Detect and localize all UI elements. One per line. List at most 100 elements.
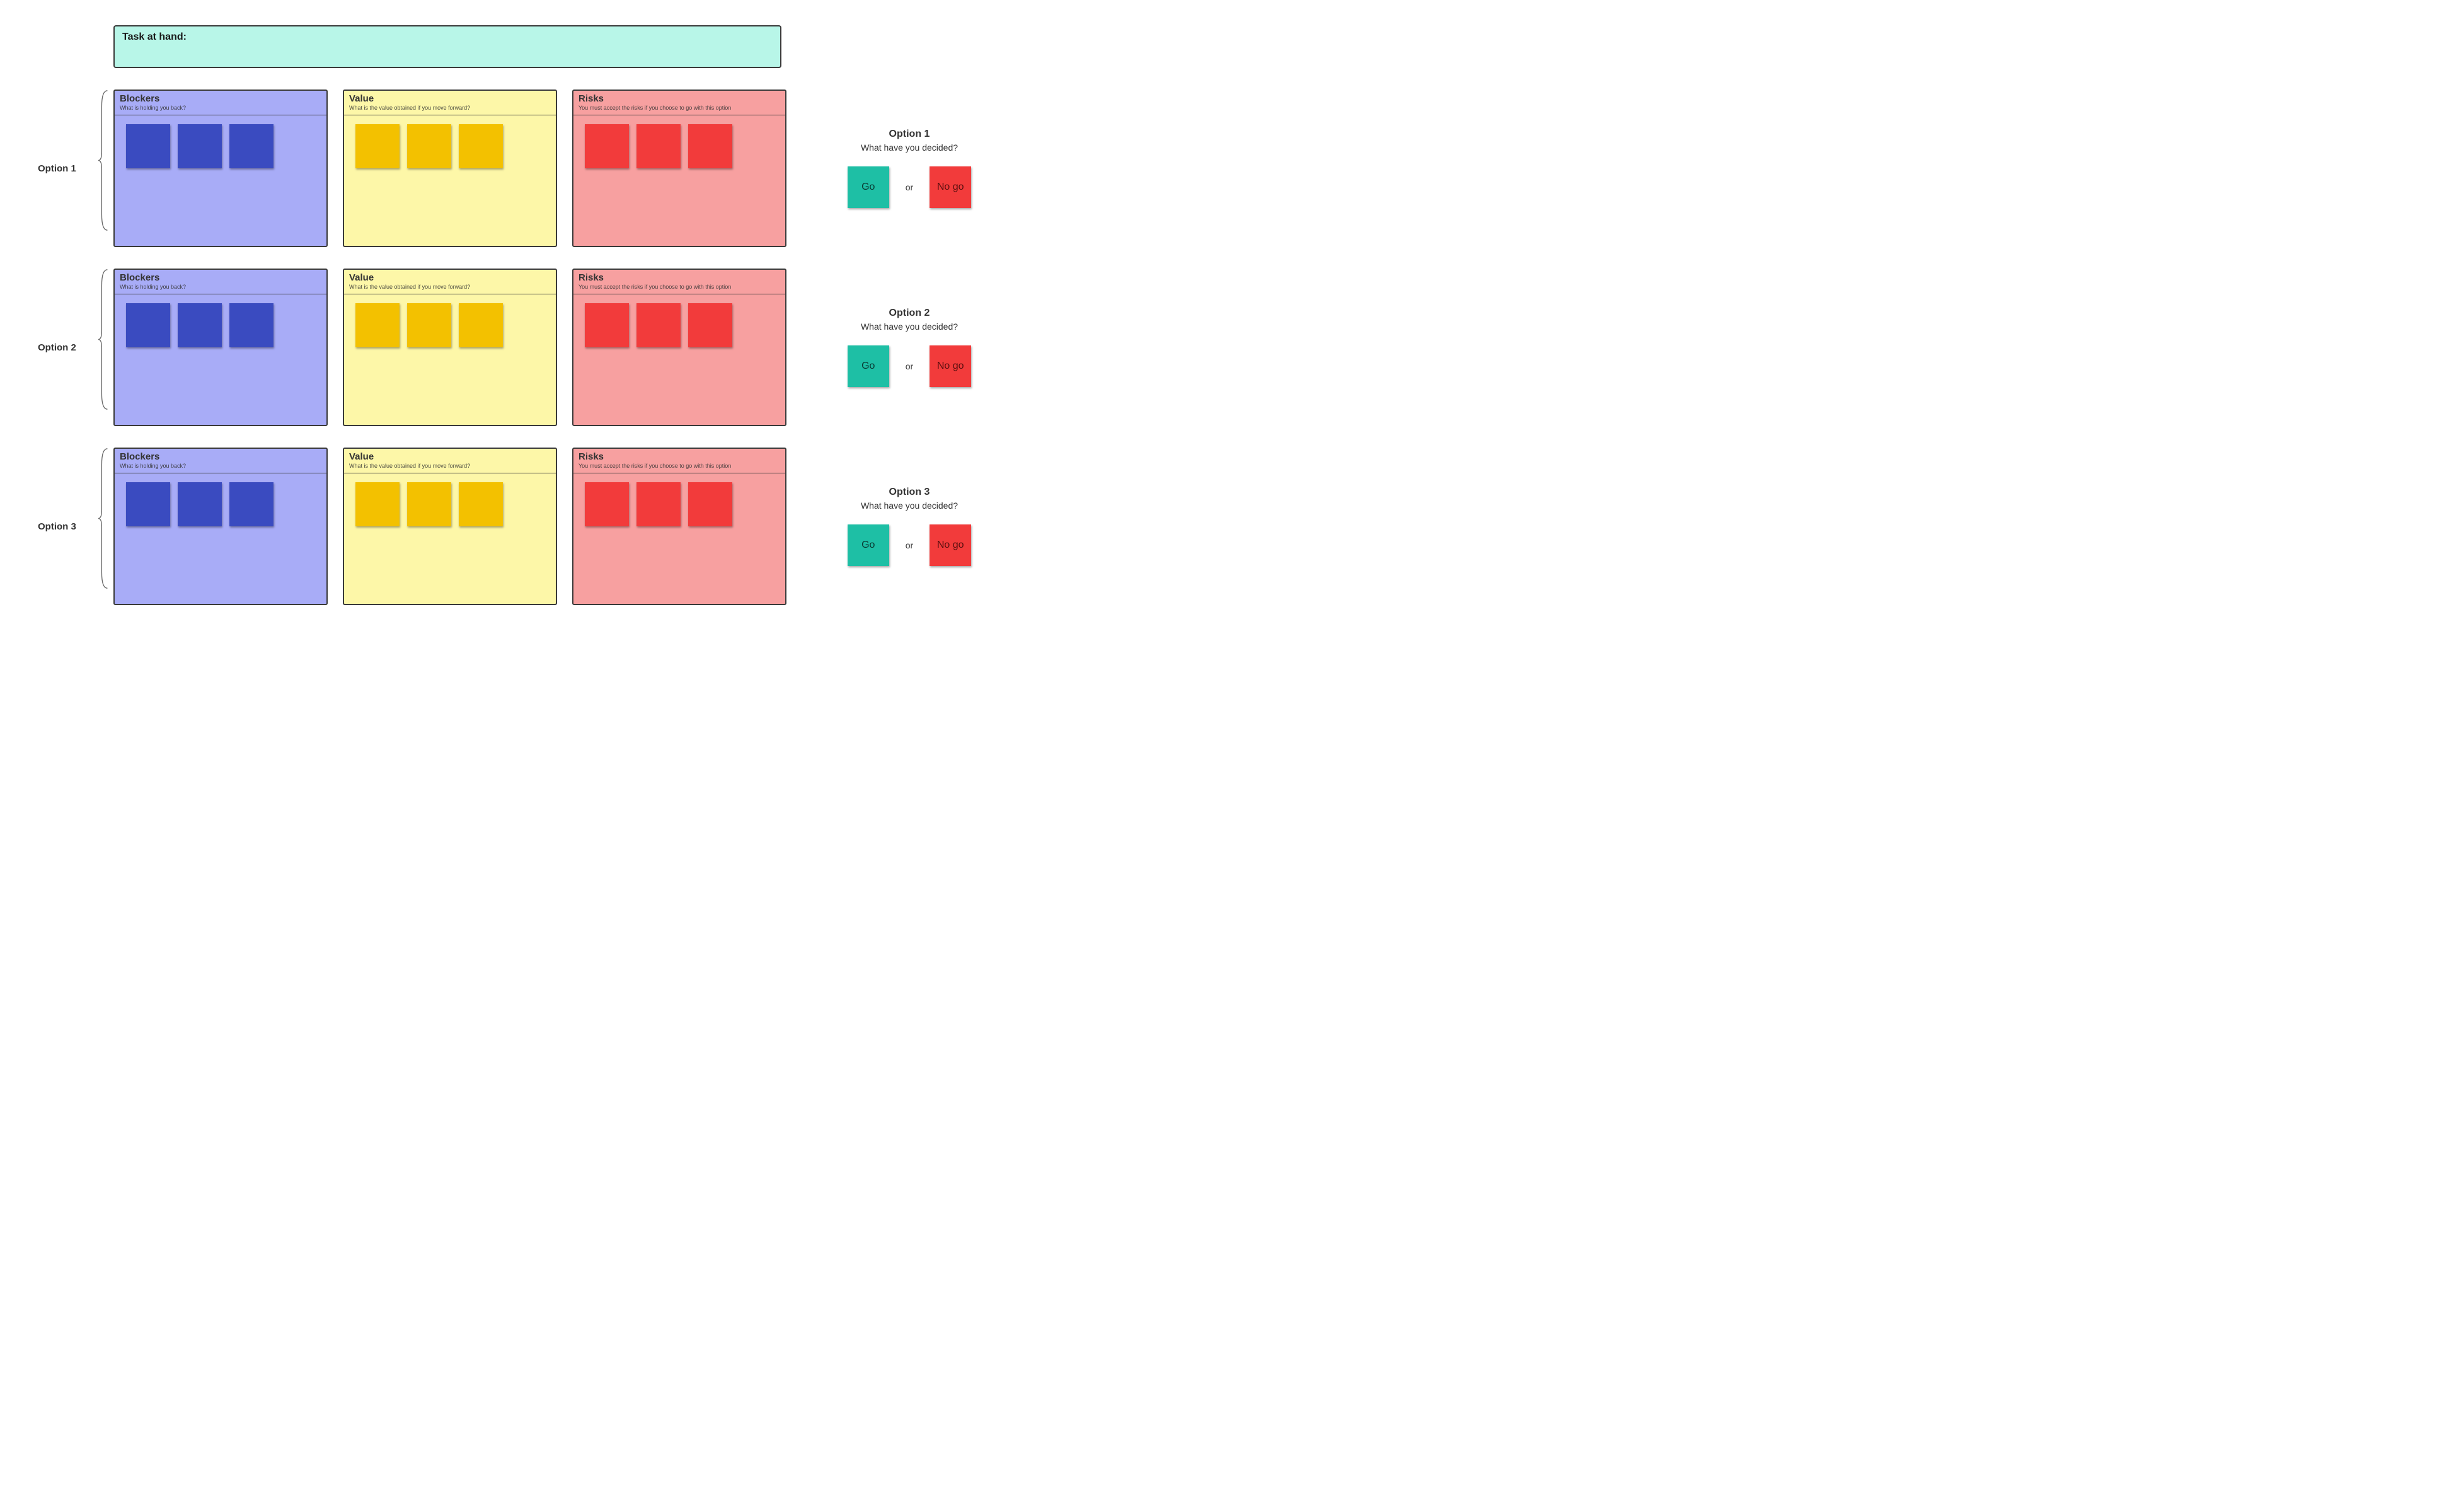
blockers-panel[interactable]: Blockers What is holding you back? bbox=[113, 269, 328, 426]
risks-panel-title: Risks bbox=[579, 272, 780, 283]
value-panel-body[interactable] bbox=[344, 473, 556, 604]
go-button[interactable]: Go bbox=[848, 345, 889, 387]
sticky-note[interactable] bbox=[407, 482, 451, 526]
risks-panel-subtitle: You must accept the risks if you choose … bbox=[579, 284, 780, 290]
value-panel-header: Value What is the value obtained if you … bbox=[344, 270, 556, 294]
decision-column: Option 2 What have you decided? Go or No… bbox=[824, 269, 994, 426]
value-panel-subtitle: What is the value obtained if you move f… bbox=[349, 105, 551, 111]
sticky-note[interactable] bbox=[636, 303, 681, 347]
value-panel-title: Value bbox=[349, 451, 551, 462]
sticky-note[interactable] bbox=[355, 482, 400, 526]
decision-title: Option 3 bbox=[889, 487, 930, 498]
sticky-note[interactable] bbox=[229, 303, 273, 347]
risks-panel-subtitle: You must accept the risks if you choose … bbox=[579, 105, 780, 111]
risks-panel-title: Risks bbox=[579, 93, 780, 104]
risks-panel-header: Risks You must accept the risks if you c… bbox=[573, 270, 785, 294]
option-label: Option 2 bbox=[38, 342, 76, 353]
no-go-button[interactable]: No go bbox=[930, 345, 971, 387]
blockers-panel-body[interactable] bbox=[115, 115, 326, 246]
value-panel[interactable]: Value What is the value obtained if you … bbox=[343, 269, 557, 426]
sticky-note[interactable] bbox=[229, 482, 273, 526]
sticky-note[interactable] bbox=[636, 124, 681, 168]
value-panel-title: Value bbox=[349, 272, 551, 283]
blockers-panel-title: Blockers bbox=[120, 451, 321, 462]
blockers-panel-header: Blockers What is holding you back? bbox=[115, 91, 326, 115]
blockers-panel-subtitle: What is holding you back? bbox=[120, 284, 321, 290]
risks-panel[interactable]: Risks You must accept the risks if you c… bbox=[572, 269, 786, 426]
or-label: or bbox=[906, 540, 913, 550]
sticky-note[interactable] bbox=[229, 124, 273, 168]
decision-subtitle: What have you decided? bbox=[861, 142, 958, 153]
decision-title: Option 2 bbox=[889, 308, 930, 319]
no-go-button[interactable]: No go bbox=[930, 166, 971, 208]
sticky-note[interactable] bbox=[126, 303, 170, 347]
blockers-panel-subtitle: What is holding you back? bbox=[120, 463, 321, 469]
sticky-note[interactable] bbox=[126, 124, 170, 168]
panels-group: Blockers What is holding you back? Value… bbox=[113, 269, 786, 426]
sticky-note[interactable] bbox=[178, 303, 222, 347]
task-header[interactable]: Task at hand: bbox=[113, 25, 781, 68]
sticky-note[interactable] bbox=[178, 124, 222, 168]
decision-buttons: Go or No go bbox=[848, 345, 971, 387]
blockers-panel-body[interactable] bbox=[115, 294, 326, 425]
go-button[interactable]: Go bbox=[848, 166, 889, 208]
sticky-note[interactable] bbox=[178, 482, 222, 526]
sticky-note[interactable] bbox=[355, 303, 400, 347]
sticky-note[interactable] bbox=[459, 482, 503, 526]
decision-column: Option 1 What have you decided? Go or No… bbox=[824, 90, 994, 247]
risks-panel[interactable]: Risks You must accept the risks if you c… bbox=[572, 90, 786, 247]
option-label: Option 1 bbox=[38, 163, 76, 174]
risks-panel-title: Risks bbox=[579, 451, 780, 462]
sticky-note[interactable] bbox=[688, 303, 732, 347]
risks-panel-body[interactable] bbox=[573, 473, 785, 604]
sticky-note[interactable] bbox=[459, 124, 503, 168]
value-panel[interactable]: Value What is the value obtained if you … bbox=[343, 90, 557, 247]
option-label: Option 3 bbox=[38, 521, 76, 532]
sticky-note[interactable] bbox=[585, 482, 629, 526]
sticky-note[interactable] bbox=[585, 303, 629, 347]
blockers-panel-body[interactable] bbox=[115, 473, 326, 604]
value-panel-body[interactable] bbox=[344, 294, 556, 425]
sticky-note[interactable] bbox=[585, 124, 629, 168]
decision-buttons: Go or No go bbox=[848, 166, 971, 208]
blockers-panel-title: Blockers bbox=[120, 272, 321, 283]
blockers-panel[interactable]: Blockers What is holding you back? bbox=[113, 90, 328, 247]
canvas: Task at hand: Option 1 Blockers What is … bbox=[0, 0, 2464, 668]
sticky-note[interactable] bbox=[636, 482, 681, 526]
sticky-note[interactable] bbox=[459, 303, 503, 347]
decision-column: Option 3 What have you decided? Go or No… bbox=[824, 448, 994, 605]
sticky-note[interactable] bbox=[407, 303, 451, 347]
task-header-label: Task at hand: bbox=[122, 32, 187, 43]
option-label-column: Option 3 bbox=[38, 448, 113, 605]
value-panel-body[interactable] bbox=[344, 115, 556, 246]
sticky-note[interactable] bbox=[407, 124, 451, 168]
value-panel-header: Value What is the value obtained if you … bbox=[344, 91, 556, 115]
value-panel-header: Value What is the value obtained if you … bbox=[344, 449, 556, 473]
risks-panel[interactable]: Risks You must accept the risks if you c… bbox=[572, 448, 786, 605]
option-row: Option 3 Blockers What is holding you ba… bbox=[38, 448, 2426, 605]
no-go-button[interactable]: No go bbox=[930, 524, 971, 566]
risks-panel-header: Risks You must accept the risks if you c… bbox=[573, 91, 785, 115]
risks-panel-body[interactable] bbox=[573, 294, 785, 425]
option-label-column: Option 1 bbox=[38, 90, 113, 247]
decision-subtitle: What have you decided? bbox=[861, 321, 958, 332]
value-panel-title: Value bbox=[349, 93, 551, 104]
sticky-note[interactable] bbox=[355, 124, 400, 168]
decision-subtitle: What have you decided? bbox=[861, 500, 958, 511]
value-panel[interactable]: Value What is the value obtained if you … bbox=[343, 448, 557, 605]
option-row: Option 2 Blockers What is holding you ba… bbox=[38, 269, 2426, 426]
value-panel-subtitle: What is the value obtained if you move f… bbox=[349, 463, 551, 469]
sticky-note[interactable] bbox=[688, 124, 732, 168]
sticky-note[interactable] bbox=[688, 482, 732, 526]
or-label: or bbox=[906, 361, 913, 371]
sticky-note[interactable] bbox=[126, 482, 170, 526]
go-button[interactable]: Go bbox=[848, 524, 889, 566]
decision-buttons: Go or No go bbox=[848, 524, 971, 566]
risks-panel-header: Risks You must accept the risks if you c… bbox=[573, 449, 785, 473]
value-panel-subtitle: What is the value obtained if you move f… bbox=[349, 284, 551, 290]
option-row: Option 1 Blockers What is holding you ba… bbox=[38, 90, 2426, 247]
risks-panel-body[interactable] bbox=[573, 115, 785, 246]
panels-group: Blockers What is holding you back? Value… bbox=[113, 448, 786, 605]
blockers-panel[interactable]: Blockers What is holding you back? bbox=[113, 448, 328, 605]
blockers-panel-subtitle: What is holding you back? bbox=[120, 105, 321, 111]
